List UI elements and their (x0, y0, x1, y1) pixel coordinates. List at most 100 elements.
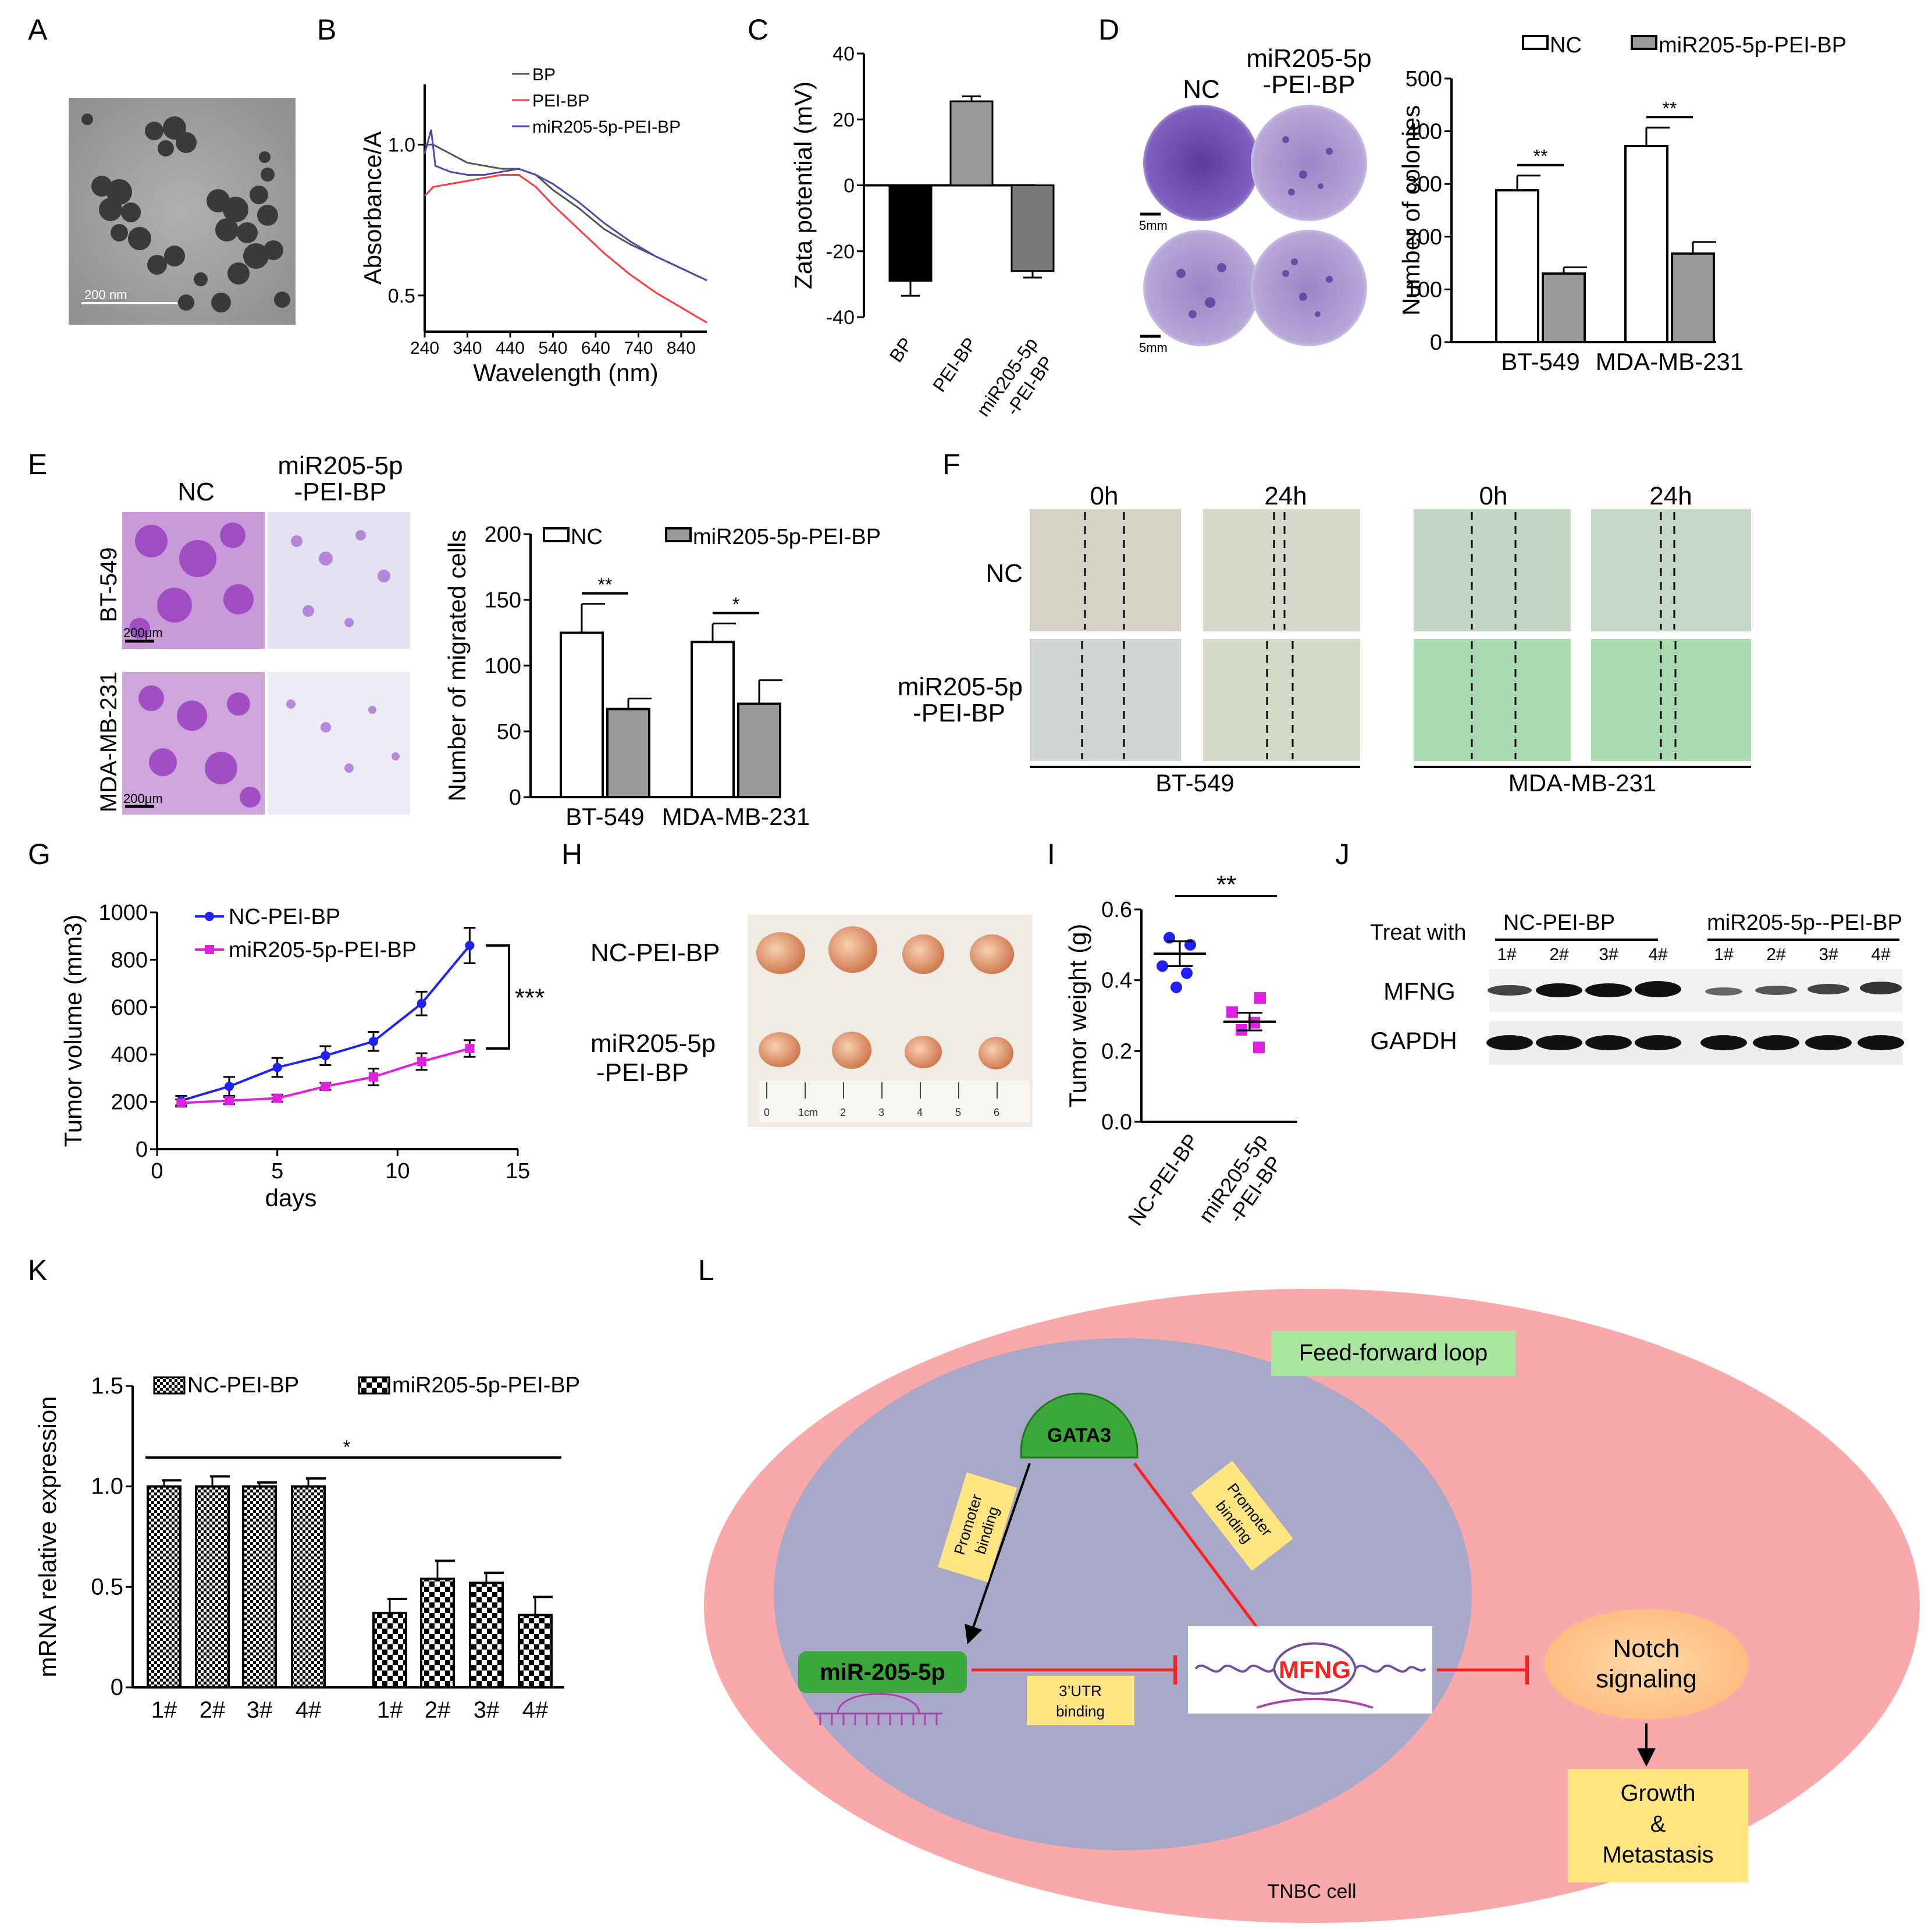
mfng-label: MFNG (1279, 1656, 1351, 1683)
d-sig-label: ** (1663, 98, 1677, 119)
b-y-axis-title: Absorbance/A (359, 131, 386, 285)
notch-cloud (1545, 1609, 1748, 1719)
feed-forward-box (1271, 1331, 1515, 1376)
c-bar (1011, 184, 1055, 272)
f-cell-line-mda: MDA-MB-231 (1508, 769, 1656, 797)
e-col-mir-2: -PEI-BP (294, 478, 387, 506)
utr-box (1027, 1676, 1134, 1725)
k-bar (372, 1612, 407, 1689)
i-y-tick-label: 0.0 (1101, 1110, 1132, 1135)
f-time-4: 24h (1649, 482, 1692, 510)
arrow-gata3-mir (965, 1463, 1031, 1645)
dish-mir-mda (1251, 230, 1367, 346)
ruler-4: 4 (917, 1107, 923, 1118)
e-y-tick-label: 200 (485, 523, 521, 547)
g-x-tick-label: 0 (151, 1159, 163, 1183)
d-sig-label: ** (1533, 146, 1548, 167)
panel-e-legend: NC miR205-5p-PEI-BP (543, 525, 881, 549)
j-lane-1: 1# (1497, 945, 1517, 964)
panel-label-L: L (698, 1254, 714, 1286)
g-point (321, 1051, 330, 1061)
inhibit-gata3-mfng (1133, 1462, 1269, 1642)
g-legend-nc: NC-PEI-BP (229, 905, 340, 929)
panel-label-G: G (28, 838, 51, 870)
i-cat-label: NC-PEI-BP (1123, 1129, 1204, 1230)
g-x-tick-label: 5 (271, 1159, 283, 1183)
c-y-tick-label: -40 (826, 307, 855, 329)
d-col-nc: NC (1183, 75, 1220, 104)
mir-label: miR-205-5p (820, 1659, 945, 1685)
c-y-tick-label: -20 (826, 241, 855, 263)
j-lane-7: 3# (1819, 945, 1838, 964)
e-y-tick-label: 100 (485, 654, 521, 678)
panel-e-transwell-images: NC miR205-5p -PEI-BP BT-549 MDA-MB-231 2… (96, 452, 410, 815)
nucleus (774, 1338, 1472, 1850)
g-point (272, 1062, 282, 1072)
k-cat-label: 3# (474, 1697, 500, 1723)
j-band-gapdh: GAPDH (1370, 1027, 1457, 1054)
panel-a-tem-image: 200 nm (69, 98, 296, 325)
g-point (417, 1057, 426, 1067)
f-time-3: 0h (1479, 482, 1508, 510)
j-lane-3: 3# (1599, 945, 1618, 964)
d-legend-nc: NC (1550, 33, 1582, 58)
j-lane-4: 4# (1648, 945, 1668, 964)
b-series-line (424, 129, 707, 282)
f-time-1: 0h (1090, 482, 1119, 510)
g-sig-bracket (486, 944, 510, 1050)
e-cat-label: BT-549 (565, 803, 644, 830)
c-y-tick-label: 40 (832, 43, 855, 65)
k-bar (195, 1485, 230, 1689)
e-sig-label: ** (598, 574, 613, 595)
j-group-mir: miR205-5p--PEI-BP (1707, 911, 1902, 935)
growth-box (1568, 1769, 1748, 1882)
b-x-tick-label: 440 (496, 339, 525, 358)
f-time-2: 24h (1264, 482, 1307, 510)
ruler-6: 6 (994, 1107, 999, 1118)
panel-label-K: K (28, 1254, 47, 1286)
gata3-shape (1020, 1392, 1138, 1459)
d-legend-mir: miR205-5p-PEI-BP (1659, 33, 1846, 58)
scale-bar-label: 200 nm (84, 287, 127, 302)
f-cell-line-bt549: BT-549 (1155, 769, 1234, 797)
e-y-tick-label: 150 (485, 588, 521, 613)
dish-nc-mda (1143, 230, 1259, 346)
b-x-tick-label: 840 (667, 339, 696, 358)
g-x-tick-label: 15 (506, 1159, 530, 1183)
e-col-nc: NC (177, 478, 215, 506)
panel-g-tumor-volume-chart: 0 200 400 600 800 1000 0 5 10 15 days Tumor volume … (59, 901, 545, 1211)
k-cat-label: 4# (296, 1697, 322, 1723)
d-cat-label: MDA-MB-231 (1596, 348, 1744, 375)
i-sig-label: ** (1216, 870, 1236, 899)
ruler-0: 0 (764, 1107, 770, 1118)
d-col-mir-2: -PEI-BP (1263, 70, 1355, 99)
panel-d-colony-images: NC miR205-5p -PEI-BP 5mm 5mm (1139, 44, 1372, 355)
g-y-tick-label: 400 (111, 1043, 148, 1067)
c-bar (888, 184, 933, 282)
notch-line1: Notch (1613, 1634, 1680, 1663)
j-band-mfng: MFNG (1383, 978, 1456, 1005)
panel-h-tumor-photo: NC-PEI-BP miR205-5p -PEI-BP 0 1cm 2 3 4 … (590, 915, 1033, 1127)
ruler-1: 1cm (798, 1107, 818, 1118)
g-point (176, 1098, 186, 1108)
i-point (1170, 981, 1182, 993)
e-y-tick-label: 50 (497, 720, 521, 744)
d-y-tick-label: 0 (1430, 330, 1442, 355)
g-y-axis-title: Tumor volume (mm3) (59, 915, 87, 1147)
g-point (369, 1072, 378, 1082)
ruler-3: 3 (878, 1107, 884, 1118)
b-x-axis-title: Wavelength (nm) (473, 359, 658, 386)
d-y-tick-label: 300 (1406, 172, 1442, 197)
d-bar (1671, 252, 1715, 343)
panel-e-migration-chart: 0 50 100 150 200 Number of migrated cells ** BT… (443, 523, 810, 830)
e-scale-1: 200μm (123, 625, 163, 640)
e-row-bt549: BT-549 (96, 548, 122, 623)
panel-k-legend: NC-PEI-BP miR205-5p-PEI-BP (153, 1373, 580, 1398)
e-bar (606, 708, 650, 798)
k-cat-label: 1# (377, 1697, 403, 1723)
d-y-axis-title: Number of colonies (1397, 105, 1425, 316)
k-cat-label: 4# (522, 1697, 549, 1723)
g-point (225, 1082, 234, 1092)
